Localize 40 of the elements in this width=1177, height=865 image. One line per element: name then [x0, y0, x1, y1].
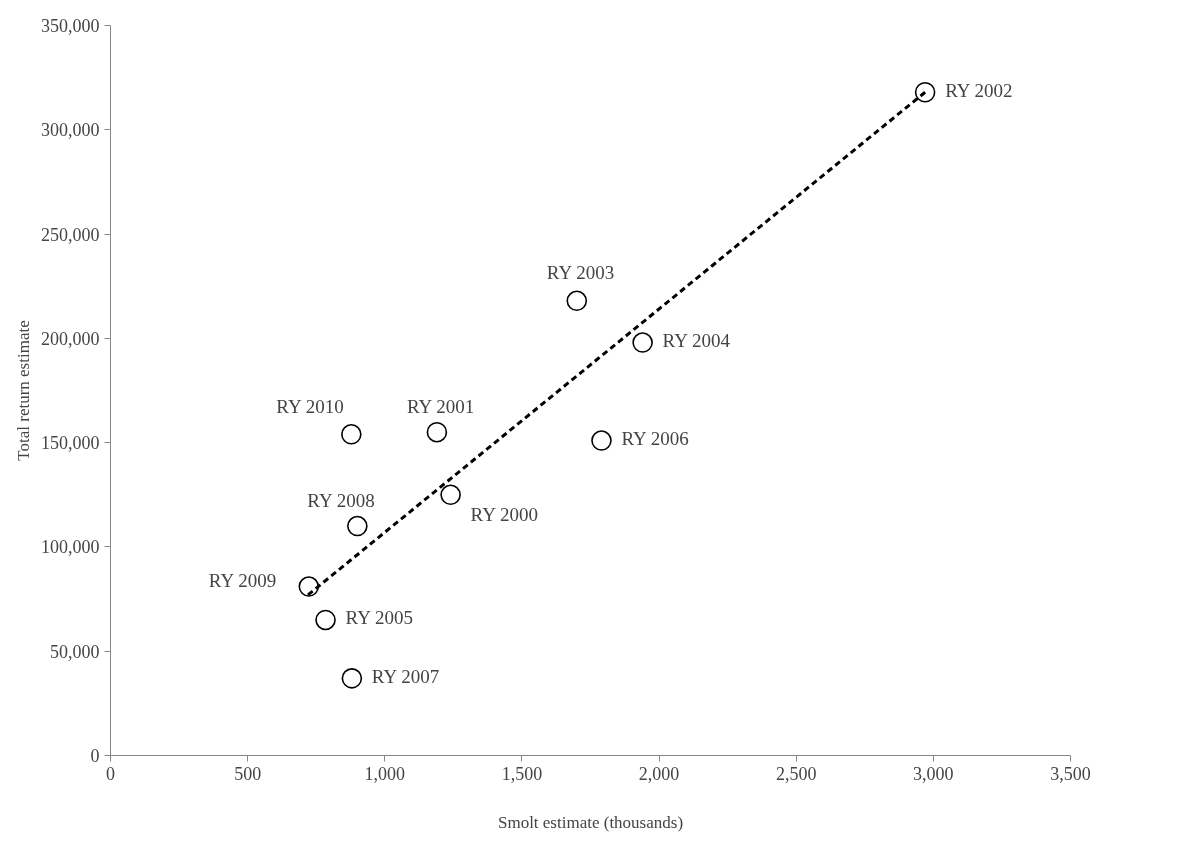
x-tick-label: 500	[234, 763, 262, 784]
y-tick-label: 200,000	[41, 328, 100, 349]
point	[426, 421, 448, 443]
x-tick-label: 1,000	[364, 763, 406, 784]
point	[632, 332, 653, 353]
x-tick-label: 3,000	[913, 763, 954, 784]
x-tick-label: 3,500	[1050, 763, 1091, 784]
y-tick-label: 50,000	[50, 641, 100, 662]
x-tick-label: 2,500	[775, 763, 817, 784]
annotation: RY 2007	[371, 665, 440, 687]
point	[440, 484, 461, 506]
annotation: RY 2002	[945, 79, 1013, 101]
point	[591, 430, 612, 451]
annotation: RY 2006	[621, 428, 689, 450]
point	[566, 290, 588, 312]
annotation: RY 2010	[276, 395, 344, 417]
annotation: RY 2005	[345, 607, 413, 629]
x-axis-title: Smolt estimate (thousands)	[497, 812, 684, 832]
point	[341, 668, 363, 689]
point	[298, 576, 320, 597]
annotation: RY 2001	[406, 395, 475, 417]
y-axis-title: Total return estimate	[14, 320, 33, 461]
x-tick-label: 0	[106, 763, 115, 784]
y-tick-label: 250,000	[41, 224, 100, 245]
annotation: RY 2003	[546, 262, 615, 284]
annotation: RY 2000	[470, 504, 538, 526]
point	[315, 609, 336, 631]
x-tick-label: 2,000	[638, 763, 680, 784]
point	[341, 424, 362, 445]
annotation: RY 2008	[307, 489, 375, 511]
y-tick-label: 100,000	[41, 537, 100, 558]
x-tick-label: 1,500	[501, 763, 543, 784]
y-tick-label: 350,000	[41, 16, 100, 36]
y-tick-label: 300,000	[41, 120, 100, 141]
point	[347, 515, 368, 537]
annotation: RY 2004	[662, 330, 731, 352]
y-tick-label: 150,000	[41, 433, 100, 454]
y-tick-label: 0	[90, 746, 100, 766]
point	[914, 81, 936, 103]
annotation: RY 2009	[208, 570, 277, 592]
